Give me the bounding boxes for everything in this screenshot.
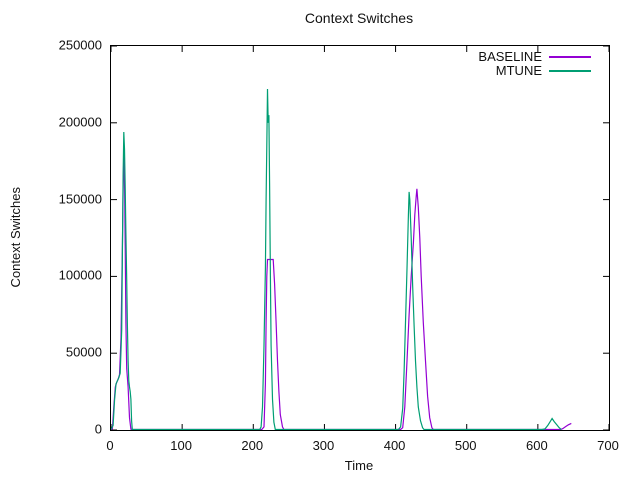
x-tick-label-100: 100	[170, 438, 192, 453]
legend-item-baseline: BASELINE	[478, 50, 591, 64]
x-tick-label-500: 500	[454, 438, 477, 453]
legend-item-mtune: MTUNE	[478, 64, 591, 78]
y-tick-label-100000: 100000	[58, 267, 102, 283]
plot-area: BASELINE MTUNE	[110, 45, 610, 431]
y-tick-label-0: 0	[94, 421, 102, 437]
x-tick-label-400: 400	[383, 438, 406, 453]
legend-line-sample-baseline	[549, 56, 591, 58]
legend: BASELINE MTUNE	[478, 50, 591, 78]
y-axis-title: Context Switches	[0, 45, 30, 429]
legend-line-sample-mtune	[549, 70, 591, 72]
x-tick-label-300: 300	[312, 438, 335, 453]
x-tick-label-200: 200	[241, 438, 264, 453]
y-tick-label-150000: 150000	[58, 191, 102, 207]
y-tick-label-50000: 50000	[65, 344, 102, 360]
x-tick-label-600: 600	[525, 438, 548, 453]
y-tick-label-250000: 250000	[58, 37, 102, 53]
series-plot-svg	[111, 46, 609, 430]
chart-title: Context Switches	[304, 10, 414, 26]
y-tick-label-200000: 200000	[58, 114, 102, 130]
x-tick-label-0: 0	[106, 438, 114, 453]
x-axis-title: Time	[344, 458, 374, 473]
x-tick-label-700: 700	[597, 438, 619, 453]
legend-label-mtune: MTUNE	[495, 63, 542, 78]
y-axis-title-text: Context Switches	[7, 186, 23, 288]
mtune-series-line	[111, 88, 562, 430]
legend-label-baseline: BASELINE	[478, 49, 542, 64]
baseline-series-line	[111, 155, 572, 430]
